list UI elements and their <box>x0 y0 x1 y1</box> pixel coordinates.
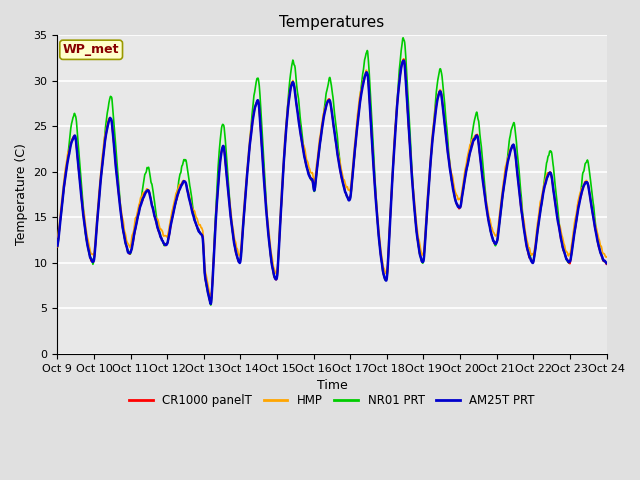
CR1000 panelT <box>490 239 497 244</box>
HMP <box>207 294 214 300</box>
AM25T PRT <box>418 259 426 264</box>
X-axis label: Time: Time <box>317 379 348 392</box>
CR1000 panelT <box>207 300 214 306</box>
AM25T PRT <box>163 242 170 248</box>
HMP <box>490 229 497 235</box>
AM25T PRT <box>490 239 497 244</box>
AM25T PRT <box>54 243 61 249</box>
CR1000 panelT <box>237 248 245 253</box>
HMP <box>538 192 546 197</box>
AM25T PRT <box>603 260 611 266</box>
NR01 PRT <box>418 258 426 264</box>
NR01 PRT <box>237 249 245 255</box>
AM25T PRT <box>400 58 408 64</box>
Line: CR1000 panelT: CR1000 panelT <box>58 60 607 303</box>
HMP <box>175 182 183 188</box>
HMP <box>418 252 426 257</box>
NR01 PRT <box>175 174 183 180</box>
CR1000 panelT <box>163 242 170 248</box>
HMP <box>163 233 170 239</box>
Title: Temperatures: Temperatures <box>279 15 385 30</box>
NR01 PRT <box>54 244 61 250</box>
Text: WP_met: WP_met <box>63 43 120 56</box>
CR1000 panelT <box>175 187 183 193</box>
NR01 PRT <box>163 241 170 247</box>
AM25T PRT <box>538 198 546 204</box>
HMP <box>54 234 61 240</box>
NR01 PRT <box>490 238 497 243</box>
Line: NR01 PRT: NR01 PRT <box>58 38 607 305</box>
CR1000 panelT <box>538 198 546 204</box>
HMP <box>603 254 611 260</box>
Line: HMP: HMP <box>58 59 607 297</box>
AM25T PRT <box>237 249 245 255</box>
Line: AM25T PRT: AM25T PRT <box>58 61 607 304</box>
AM25T PRT <box>207 301 214 307</box>
Y-axis label: Temperature (C): Temperature (C) <box>15 144 28 245</box>
CR1000 panelT <box>418 259 426 264</box>
AM25T PRT <box>175 187 183 192</box>
NR01 PRT <box>538 199 546 204</box>
CR1000 panelT <box>603 262 611 267</box>
NR01 PRT <box>399 35 407 41</box>
NR01 PRT <box>603 260 611 266</box>
HMP <box>400 56 408 62</box>
Legend: CR1000 panelT, HMP, NR01 PRT, AM25T PRT: CR1000 panelT, HMP, NR01 PRT, AM25T PRT <box>124 389 540 411</box>
CR1000 panelT <box>54 244 61 250</box>
HMP <box>237 240 245 246</box>
NR01 PRT <box>207 302 214 308</box>
CR1000 panelT <box>399 57 407 62</box>
